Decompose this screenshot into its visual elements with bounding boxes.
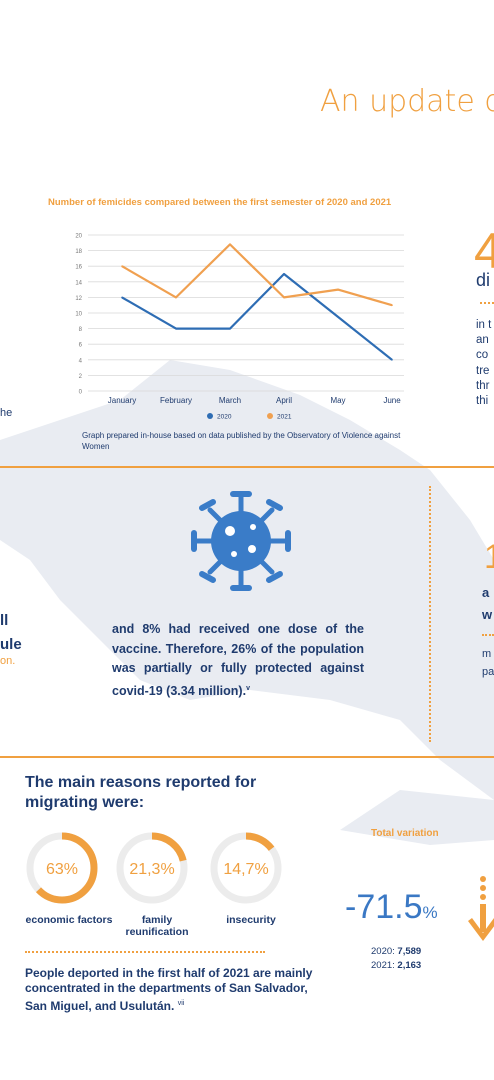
reason-insecurity: 14,7%: [206, 828, 286, 908]
right-stat-fragment: 1: [484, 538, 494, 576]
ring-value: 21,3%: [129, 861, 174, 878]
left-text-fragment: on.: [0, 655, 16, 667]
x-tick-label: March: [219, 396, 241, 405]
stat-heading-fragment: di: [476, 270, 491, 290]
x-tick-label: February: [160, 396, 192, 405]
vaccine-text: and 8% had received one dose of the vacc…: [112, 622, 364, 698]
data-point: [229, 327, 231, 330]
side-line: in t: [476, 319, 492, 331]
section-divider: [0, 466, 494, 468]
y-tick-label: 12: [75, 296, 82, 302]
chart-title: Number of femicides compared between the…: [48, 197, 392, 208]
y-tick-label: 10: [75, 312, 82, 318]
side-text-fragment: in t an co tre thr thi: [476, 318, 491, 409]
footnote-marker: vii: [177, 1000, 185, 1007]
right-text-fragment: a: [482, 585, 490, 600]
y-tick-label: 6: [79, 343, 83, 349]
reason-label: insecurity: [226, 914, 276, 926]
right-text-fragment: m: [482, 648, 492, 660]
data-point: [229, 243, 231, 246]
total-variation-value: -71.5%: [345, 888, 438, 927]
dotted-divider: [25, 951, 265, 953]
y-tick-label: 20: [75, 234, 82, 240]
page-title: An update o: [320, 84, 494, 119]
ring-fill: [116, 832, 188, 904]
side-line: tre: [476, 364, 490, 377]
y-tick-label: 14: [75, 280, 82, 286]
deported-paragraph: People deported in the first half of 202…: [25, 966, 330, 1014]
reason-label: family reunification: [125, 914, 189, 938]
legend-marker: [207, 413, 213, 419]
x-tick-label: June: [383, 396, 401, 405]
data-point: [121, 296, 123, 299]
series-line-2021: [121, 243, 393, 307]
y-tick-label: 8: [79, 327, 83, 333]
data-point: [175, 296, 177, 299]
left-text-fragment: he: [0, 407, 13, 419]
series-line-2020: [121, 272, 393, 361]
virus-icon: [191, 491, 291, 591]
y-tick-label: 0: [79, 390, 83, 396]
chart-caption: Graph prepared in-house based on data pu…: [82, 431, 401, 451]
side-line: an: [476, 334, 489, 347]
migration-heading: The main reasons reported for migrating …: [25, 774, 257, 811]
stat-value: 2,163: [397, 960, 422, 971]
stat-value: 7,589: [397, 946, 422, 957]
data-point: [175, 327, 177, 330]
section-divider: [0, 756, 494, 758]
side-line: thi: [476, 395, 489, 408]
dotted-divider: [480, 302, 494, 304]
legend-label: 2021: [277, 414, 292, 421]
y-tick-label: 4: [79, 358, 83, 364]
data-point: [121, 265, 123, 267]
reason-economic: 63%: [22, 828, 102, 908]
ring-value: 63%: [46, 861, 78, 878]
ring-chart: 63%: [26, 832, 98, 904]
side-line: co: [476, 349, 489, 362]
data-point: [283, 273, 285, 275]
data-point: [337, 316, 339, 318]
ring-chart: 21,3%: [116, 832, 188, 904]
right-text-fragment: pa: [482, 666, 494, 678]
stat-2020: 2020: 7,589: [371, 946, 421, 957]
data-point: [391, 359, 393, 361]
ring-fill: [26, 832, 98, 904]
femicides-line-chart: 0 2 4 6 8 10 12 14 16 18 20 January February March Apr…: [75, 234, 404, 421]
dotted-divider: [482, 634, 494, 636]
y-tick-label: 2: [79, 374, 83, 380]
vertical-dotted-divider: [429, 486, 431, 742]
ring-fill: [210, 832, 282, 904]
y-tick-label: 16: [75, 265, 82, 271]
data-point: [283, 296, 285, 299]
down-arrow-icon: [468, 876, 494, 941]
side-line: thr: [476, 379, 490, 392]
left-text-fragment: ll: [0, 612, 9, 629]
ring-value: 14,7%: [223, 861, 268, 878]
x-tick-label: January: [108, 396, 136, 405]
x-tick-label: April: [276, 396, 292, 405]
total-variation-label: Total variation: [371, 828, 439, 839]
stat-2021: 2021: 2,163: [371, 960, 421, 971]
left-text-fragment: ule: [0, 636, 22, 653]
x-tick-label: May: [330, 396, 345, 405]
stat-label: 2021:: [371, 960, 395, 971]
stat-label: 2020:: [371, 946, 395, 957]
ring-chart: 14,7%: [210, 832, 282, 904]
data-point: [391, 304, 393, 306]
reason-family: 21,3%: [112, 828, 192, 908]
data-point: [337, 288, 339, 291]
legend-marker: [267, 413, 273, 419]
right-text-fragment: w: [482, 607, 493, 622]
deported-text: People deported in the first half of 202…: [25, 966, 313, 1013]
footnote-marker: v: [246, 684, 250, 692]
reason-label: economic factors: [25, 914, 113, 926]
legend-label: 2020: [217, 414, 232, 421]
y-tick-label: 18: [75, 249, 82, 255]
stat-big-digit: 4: [474, 223, 494, 279]
variation-number: -71.5: [345, 888, 423, 926]
vaccine-paragraph: and 8% had received one dose of the vacc…: [112, 620, 364, 701]
variation-unit: %: [422, 903, 438, 922]
